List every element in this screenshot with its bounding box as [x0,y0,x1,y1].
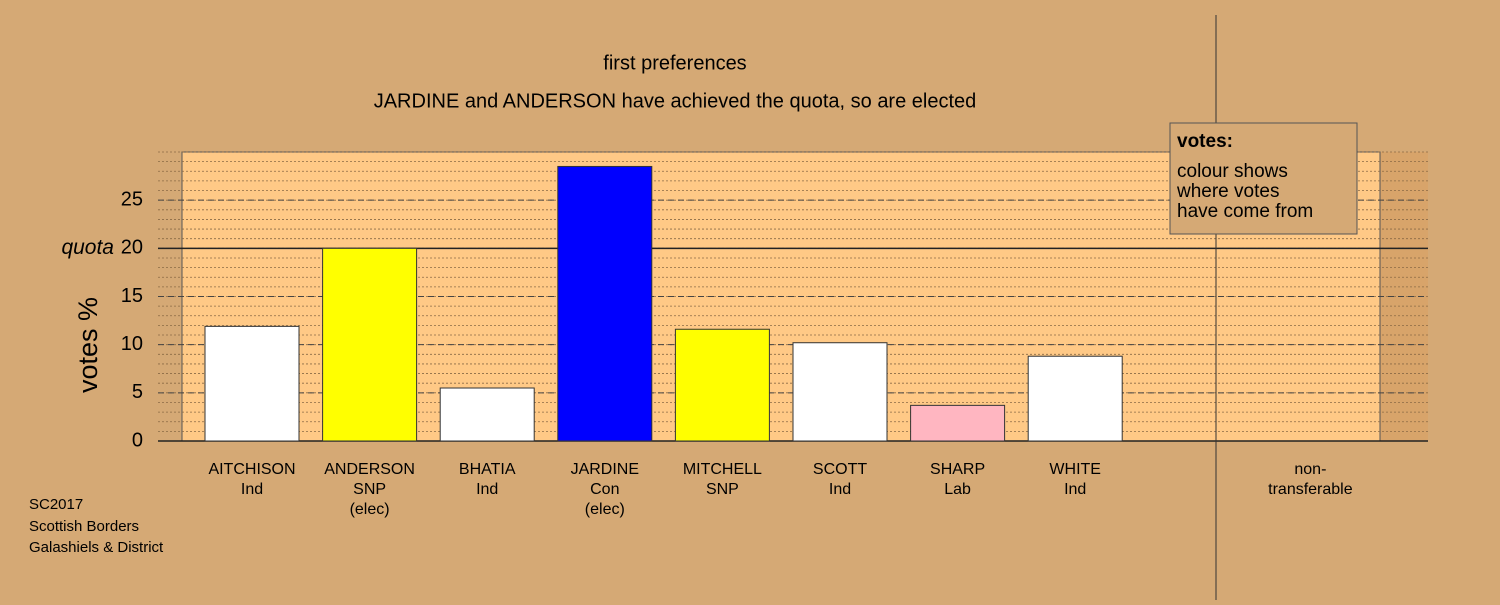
x-tick-label: Con [590,481,619,498]
bar [792,342,888,442]
legend-title: votes: [1177,131,1233,152]
x-tick-label: SCOTT [813,461,867,478]
legend-box [1169,122,1358,235]
y-axis-label: votes % [73,297,103,393]
x-tick-label: ANDERSON [324,461,415,478]
legend-text: have come from [1177,201,1313,222]
bar [204,325,300,442]
note: Galashiels & District [29,539,164,556]
y-tick-label: 0 [132,429,143,451]
legend-text: colour shows [1177,161,1288,182]
x-tick-label: WHITE [1049,461,1101,478]
legend: votes: colour shows where votes have com… [1169,122,1358,235]
y-tick-label: 25 [121,188,143,210]
x-tick-label: Ind [241,481,263,498]
x-tick-label: Ind [829,481,851,498]
y-tick-label: 15 [121,285,143,307]
x-tick-label: Lab [944,481,971,498]
bar [674,328,770,442]
note: Scottish Borders [29,518,139,535]
bars [204,165,1123,442]
bar [910,404,1006,442]
x-tick-label: transferable [1268,481,1353,498]
y-tick-label: 20 [121,237,143,259]
note: SC2017 [29,496,83,513]
x-tick-label: SHARP [930,461,985,478]
x-tick-label: Ind [1064,481,1086,498]
bar [557,165,653,442]
x-tick-label: non- [1294,461,1326,478]
x-tick-label: Ind [476,481,498,498]
x-tick-label: (elec) [350,501,390,518]
x-tick-label: BHATIA [459,461,516,478]
x-tick-label: SNP [706,481,739,498]
x-tick-label: MITCHELL [683,461,762,478]
bar [322,247,418,442]
x-tick-label: JARDINE [571,461,639,478]
chart-title: first preferences [603,52,746,74]
y-tick-label: 10 [121,333,143,355]
bar [439,387,535,442]
bar [1027,355,1123,442]
quota-label: quota [61,236,114,259]
x-tick-label: SNP [353,481,386,498]
x-tick-label: AITCHISON [208,461,295,478]
x-tick-label: (elec) [585,501,625,518]
y-tick-label: 5 [132,381,143,403]
legend-text: where votes [1176,181,1279,202]
chart-subtitle: JARDINE and ANDERSON have achieved the q… [374,90,977,112]
